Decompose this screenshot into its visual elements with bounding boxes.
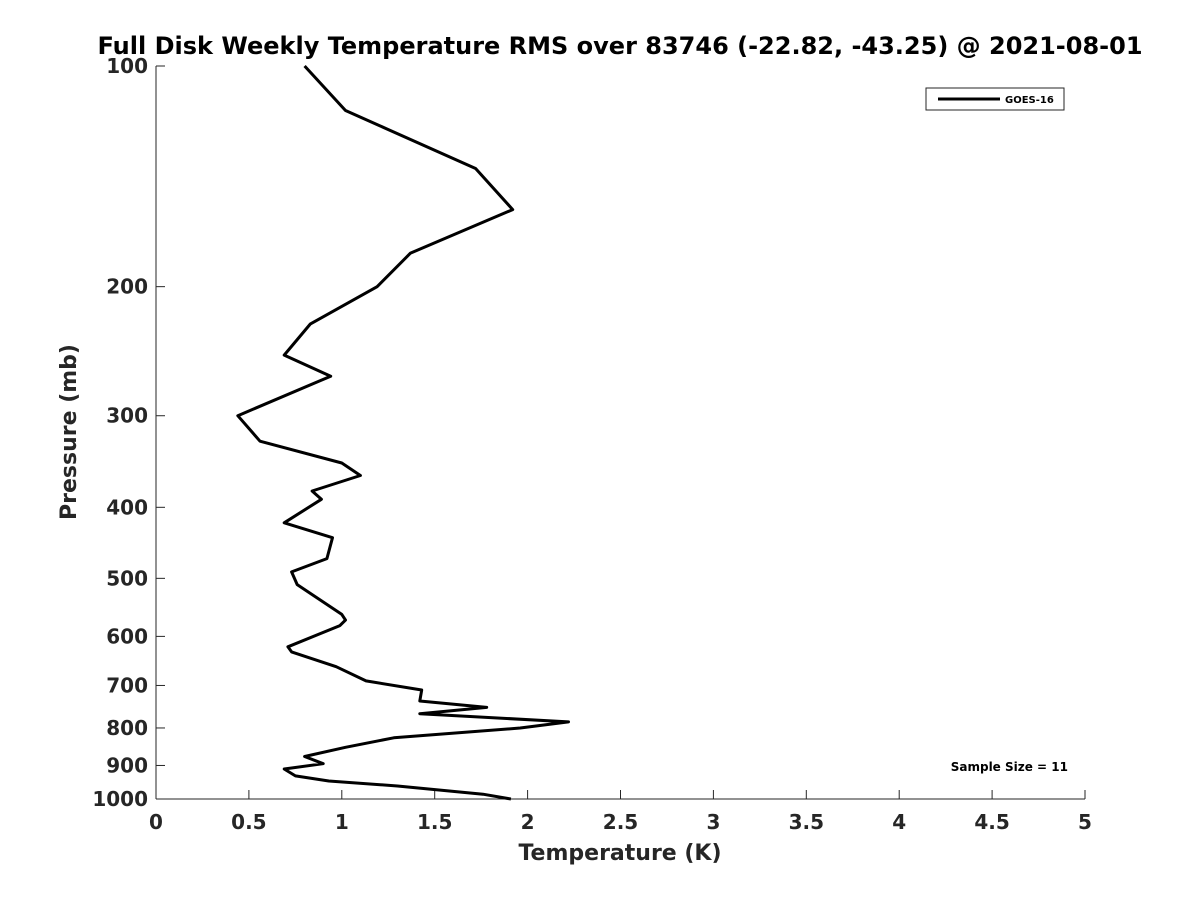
legend-label-goes16: GOES-16: [1005, 95, 1054, 106]
x-tick-label-2: 1: [335, 810, 349, 834]
y-tick-label-8: 900: [106, 753, 148, 777]
chart-title: Full Disk Weekly Temperature RMS over 83…: [97, 32, 1142, 60]
x-tick-label-0: 0: [149, 810, 163, 834]
x-tick-label-4: 2: [521, 810, 535, 834]
x-tick-label-5: 2.5: [603, 810, 638, 834]
series-line-0: [236, 64, 570, 801]
y-tick-label-1: 200: [106, 275, 148, 299]
x-tick-label-9: 4.5: [974, 810, 1009, 834]
y-tick-label-5: 600: [106, 624, 148, 648]
y-tick-label-0: 100: [106, 54, 148, 78]
series-layer: [236, 64, 570, 801]
x-axis-label: Temperature (K): [518, 841, 721, 866]
y-tick-label-3: 400: [106, 495, 148, 519]
x-tick-label-7: 3.5: [789, 810, 824, 834]
axes: [155, 66, 1085, 800]
y-tick-label-7: 800: [106, 716, 148, 740]
sample-size-annotation: Sample Size = 11: [951, 760, 1068, 774]
x-tick-label-8: 4: [892, 810, 906, 834]
y-tick-label-6: 700: [106, 673, 148, 697]
x-tick-label-1: 0.5: [231, 810, 266, 834]
x-tick-label-3: 1.5: [417, 810, 452, 834]
legend: GOES-16: [925, 87, 1065, 111]
x-tick-label-10: 5: [1078, 810, 1092, 834]
y-tick-label-4: 500: [106, 566, 148, 590]
y-tick-label-9: 1000: [92, 787, 148, 811]
y-tick-label-2: 300: [106, 404, 148, 428]
x-tick-label-6: 3: [706, 810, 720, 834]
x-ticks: 0 0.5 1 1.5 2 2.5 3 3.5 4 4.5 5: [149, 790, 1092, 834]
y-ticks: 100 200 300 400 500 600 700 800 900 1000: [92, 54, 165, 811]
y-axis-label: Pressure (mb): [57, 344, 82, 520]
